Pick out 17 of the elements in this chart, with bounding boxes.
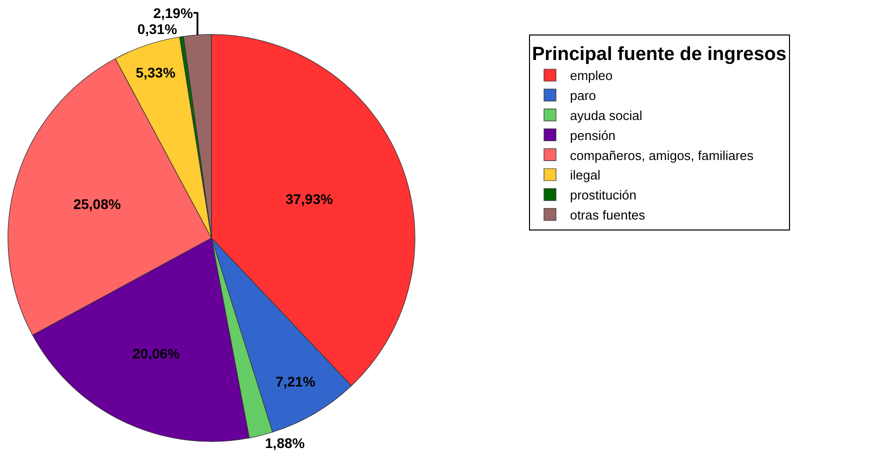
data-label: 37,93%	[285, 190, 334, 207]
legend-label: paro	[570, 88, 596, 104]
data-label: 2,19%	[153, 4, 194, 21]
legend-label: ayuda social	[570, 108, 642, 123]
legend-label: prostitución	[570, 188, 636, 203]
legend-label: ilegal	[570, 168, 600, 183]
data-label: 7,21%	[276, 373, 316, 390]
data-label: 0,31%	[137, 20, 178, 37]
legend-title: Principal fuente de ingresos	[532, 44, 786, 66]
data-label: 20,06%	[132, 346, 181, 362]
legend-label: pensión	[570, 128, 616, 143]
data-label: 1,88%	[265, 434, 306, 451]
data-label: 5,33%	[136, 64, 176, 81]
legend-label: compañeros, amigos, familiares	[570, 148, 754, 163]
legend-label: otras fuentes	[570, 208, 646, 222]
data-label: 25,08%	[73, 196, 122, 212]
legend-label: empleo	[570, 68, 613, 84]
